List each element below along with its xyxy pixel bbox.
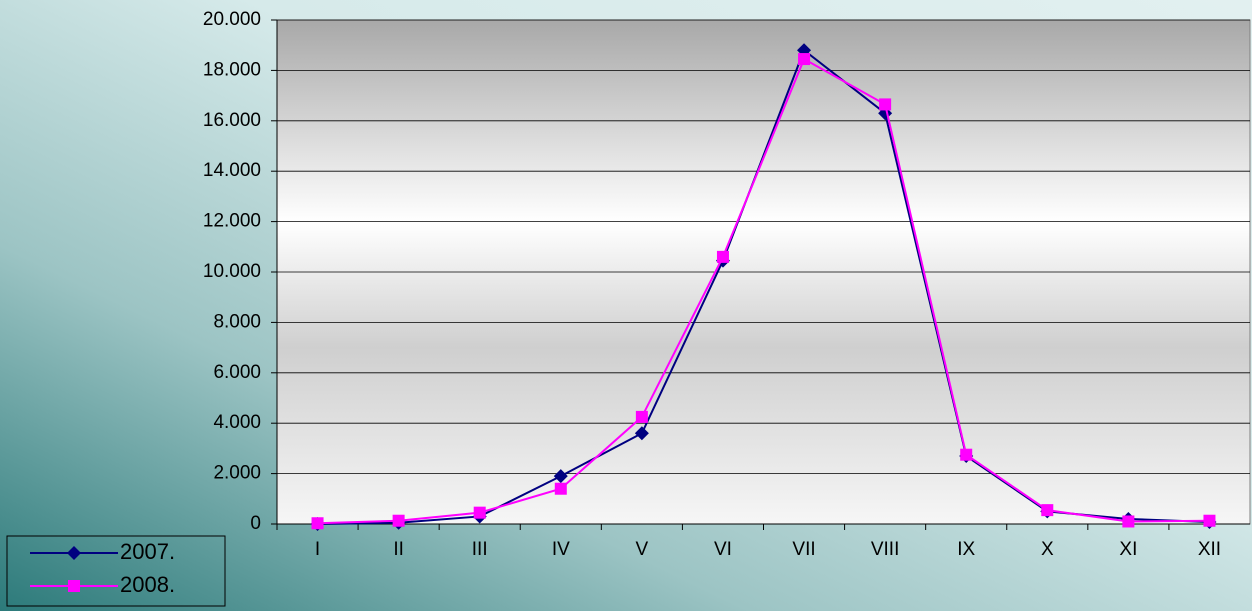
y-tick-label: 0 bbox=[250, 513, 261, 534]
point bbox=[1122, 515, 1135, 528]
legend-marker bbox=[67, 546, 81, 560]
point bbox=[1203, 514, 1216, 527]
x-tick-label: II bbox=[393, 539, 404, 560]
legend-marker bbox=[68, 580, 80, 592]
point bbox=[554, 482, 567, 495]
x-tick-label: V bbox=[636, 539, 649, 560]
point bbox=[311, 517, 324, 530]
point bbox=[634, 426, 649, 441]
y-tick-label: 14.000 bbox=[203, 160, 261, 181]
y-tick-label: 18.000 bbox=[203, 59, 261, 80]
x-tick-label: III bbox=[472, 539, 488, 560]
y-tick-label: 10.000 bbox=[203, 261, 261, 282]
y-tick-label: 16.000 bbox=[203, 110, 261, 131]
y-tick-label: 20.000 bbox=[203, 9, 261, 30]
point bbox=[392, 514, 405, 527]
point bbox=[635, 410, 648, 423]
y-tick-label: 4.000 bbox=[213, 412, 261, 433]
point bbox=[716, 250, 729, 263]
y-tick-label: 12.000 bbox=[203, 211, 261, 232]
legend-label: 2007. bbox=[120, 539, 175, 564]
series-line bbox=[317, 57, 1210, 525]
y-tick-label: 8.000 bbox=[213, 311, 261, 332]
x-tick-label: IV bbox=[552, 539, 570, 560]
point bbox=[960, 448, 973, 461]
x-tick-label: X bbox=[1041, 539, 1054, 560]
point bbox=[473, 506, 486, 519]
x-tick-label: IX bbox=[957, 539, 975, 560]
legend-label: 2008. bbox=[120, 572, 175, 597]
point bbox=[553, 469, 568, 484]
point bbox=[879, 98, 892, 111]
x-tick-label: VII bbox=[792, 539, 815, 560]
y-tick-label: 6.000 bbox=[213, 362, 261, 383]
x-tick-label: VIII bbox=[871, 539, 900, 560]
point bbox=[1041, 504, 1054, 517]
y-tick-label: 2.000 bbox=[213, 463, 261, 484]
x-tick-label: XII bbox=[1198, 539, 1221, 560]
x-tick-label: XI bbox=[1119, 539, 1137, 560]
point bbox=[798, 53, 811, 66]
x-tick-label: I bbox=[315, 539, 320, 560]
x-tick-label: VI bbox=[714, 539, 732, 560]
legend-box bbox=[6, 535, 226, 607]
